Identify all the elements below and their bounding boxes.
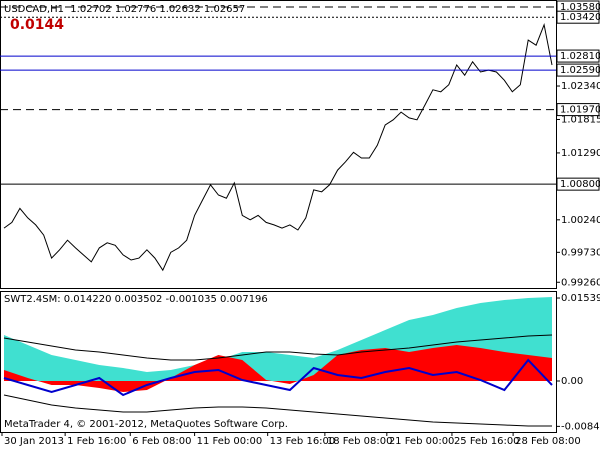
level-label-box — [556, 49, 600, 63]
level-label: 1.01970 — [560, 105, 600, 116]
area — [4, 345, 552, 392]
level-label: 1.02590 — [560, 65, 600, 76]
level-label-box — [556, 103, 600, 117]
y-tick-label: 0.99260 — [561, 277, 600, 288]
main-panel — [0, 0, 557, 289]
level-label: 1.03580 — [560, 2, 600, 13]
y-tick-label: 1.01290 — [561, 148, 600, 159]
level-label: 1.02810 — [560, 51, 600, 62]
level-label: 1.00800 — [560, 179, 600, 190]
footer: MetaTrader 4, © 2001-2012, MetaQuotes So… — [4, 419, 288, 430]
x-tick-label: 11 Feb 00:00 — [197, 436, 263, 447]
x-tick-label: 30 Jan 2013 — [4, 436, 64, 447]
level-label-box — [556, 10, 600, 24]
indicator-panel — [0, 291, 557, 433]
annotation: 0.0144 — [10, 17, 64, 33]
y-tick-label: 0.99730 — [561, 247, 600, 258]
series-line — [3, 334, 553, 361]
level-label-box — [556, 177, 600, 191]
y-tick-label: 0.00 — [561, 376, 583, 387]
y-tick-label: 1.00240 — [561, 215, 600, 226]
x-tick-label: 1 Feb 16:00 — [67, 436, 126, 447]
x-tick-label: 18 Feb 08:00 — [327, 436, 393, 447]
x-tick-label: 25 Feb 16:00 — [454, 436, 520, 447]
y-tick-label: 0.015393 — [561, 293, 600, 304]
level-label: 1.03420 — [560, 12, 600, 23]
indicator-title: SWT2.4SM: 0.014220 0.003502 -0.001035 0.… — [4, 294, 268, 305]
y-tick-label: -0.008414 — [561, 421, 600, 432]
x-tick-label: 28 Feb 08:00 — [515, 436, 581, 447]
level-label-box — [556, 63, 600, 77]
y-tick-label: 1.01815 — [561, 114, 600, 125]
series-line — [3, 394, 552, 427]
x-tick-label: 6 Feb 08:00 — [132, 436, 191, 447]
x-tick-label: 13 Feb 16:00 — [270, 436, 336, 447]
series-line — [3, 358, 553, 397]
chart-title: USDCAD,H1 1.02702 1.02776 1.02632 1.0265… — [4, 4, 245, 15]
x-tick-label: 21 Feb 00:00 — [389, 436, 455, 447]
y-tick-label: 1.02340 — [561, 81, 600, 92]
